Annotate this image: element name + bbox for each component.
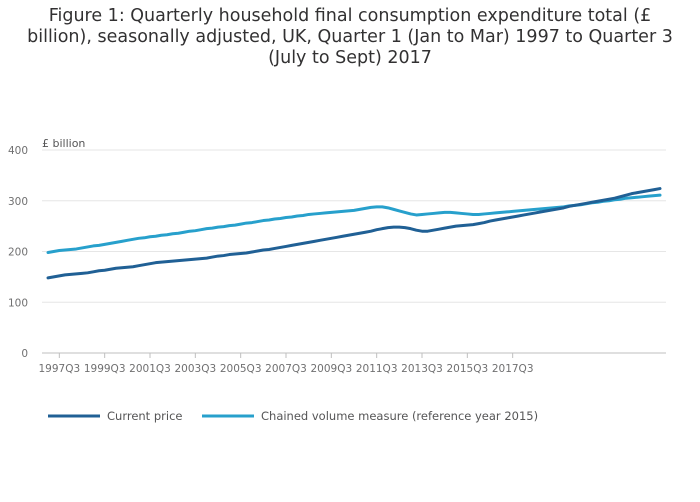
x-tick-label-2007Q3: 2007Q3 [265, 363, 307, 375]
x-axis: 1997Q3 1999Q3 2001Q3 2003Q3 2005Q3 2007Q3 2009… [38, 352, 666, 375]
x-tick-label-2011Q3: 2011Q3 [356, 363, 398, 375]
x-tick-label-2001Q3: 2001Q3 [129, 363, 171, 375]
chart-title: Figure 1: Quarterly household final cons… [27, 6, 673, 68]
x-tick-label-2013Q3: 2013Q3 [401, 363, 443, 375]
y-axis: 0 100 200 300 400 [8, 145, 28, 360]
y-tick-label-100: 100 [8, 297, 28, 309]
x-tick-label-2009Q3: 2009Q3 [310, 363, 352, 375]
y-tick-label-400: 400 [8, 145, 28, 157]
x-tick-label-2003Q3: 2003Q3 [174, 363, 216, 375]
x-tick-label-2015Q3: 2015Q3 [446, 363, 488, 375]
gridlines [42, 149, 666, 303]
series-line-current-price [46, 187, 662, 280]
legend: Current price Chained volume measure (re… [48, 409, 538, 423]
x-tick-label-2017Q3: 2017Q3 [492, 363, 534, 375]
x-tick-label-1999Q3: 1999Q3 [84, 363, 126, 375]
y-tick-label-300: 300 [8, 196, 28, 208]
y-tick-label-200: 200 [8, 247, 28, 259]
series-lines [46, 187, 662, 280]
legend-label-current-price: Current price [107, 409, 182, 423]
legend-label-chained-volume: Chained volume measure (reference year 2… [261, 409, 538, 423]
y-axis-unit-label: £ billion [42, 137, 85, 150]
x-tick-label-2005Q3: 2005Q3 [220, 363, 262, 375]
series-line-chained-volume [46, 193, 662, 255]
x-tick-label-1997Q3: 1997Q3 [38, 363, 80, 375]
y-tick-label-0: 0 [21, 348, 28, 360]
